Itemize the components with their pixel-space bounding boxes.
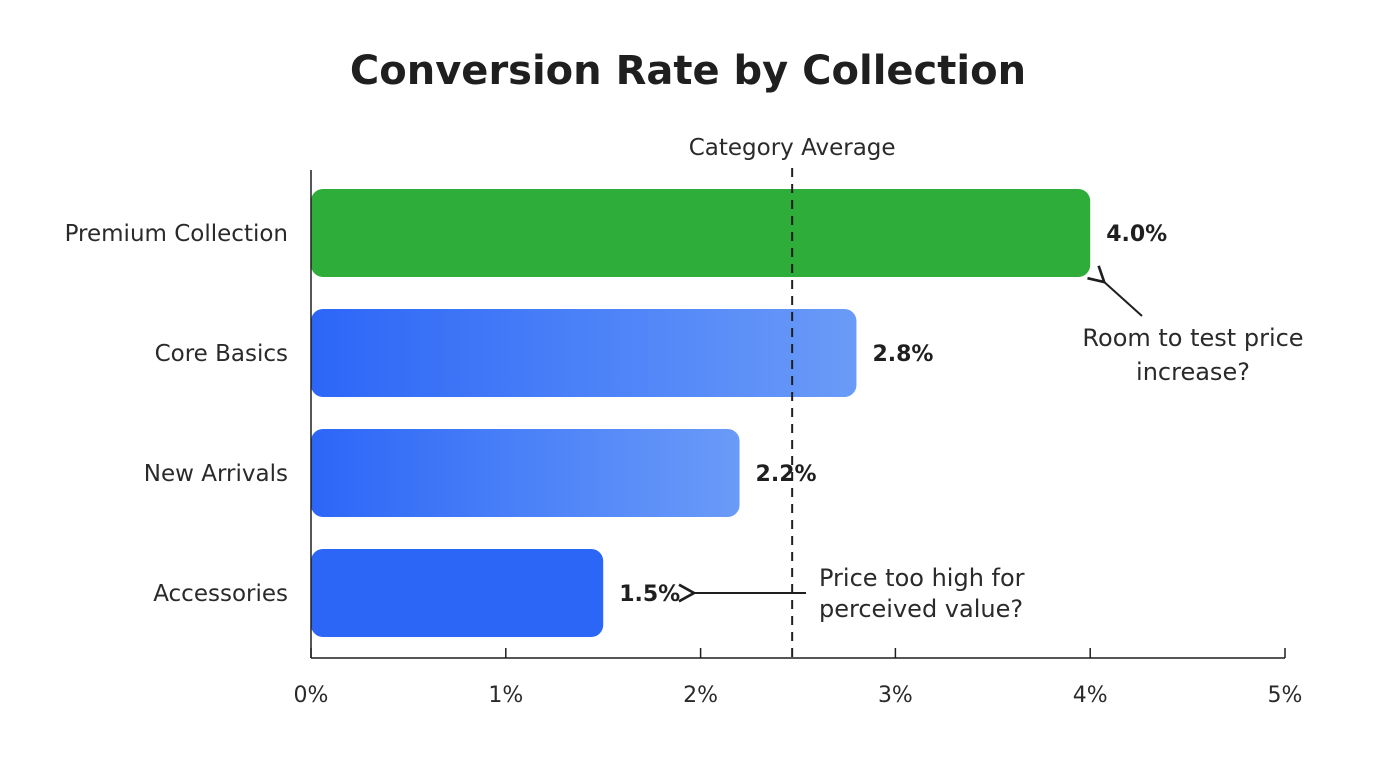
bar-core-basics [311, 309, 857, 397]
bar-premium-collection [311, 189, 1091, 277]
x-tick-label: 3% [878, 683, 913, 708]
bar-accessories [311, 549, 604, 637]
value-label: 1.5% [619, 582, 680, 607]
category-average-reference: Category Average [689, 135, 896, 658]
x-tick-label: 5% [1268, 683, 1303, 708]
value-label: 2.2% [756, 462, 817, 487]
annotations: Room to test price increase? Price too hig… [678, 265, 1304, 623]
annotation-text: increase? [1136, 358, 1250, 386]
chart-title: Conversion Rate by Collection [349, 48, 1027, 94]
bar-new-arrivals [311, 429, 740, 517]
category-label: Premium Collection [65, 221, 288, 247]
value-label: 4.0% [1106, 222, 1167, 247]
bars: Premium Collection 4.0% Core Basics 2.8% New… [65, 189, 1167, 637]
x-tick-label: 4% [1073, 683, 1108, 708]
x-axis: 0% 1% 2% 3% 4% 5% [294, 170, 1303, 708]
x-tick-label: 0% [294, 683, 329, 708]
annotation-arrow [1087, 265, 1143, 317]
x-tick-label: 2% [683, 683, 718, 708]
category-label: Core Basics [155, 341, 288, 367]
annotation-text: Room to test price [1082, 324, 1303, 352]
x-tick-label: 1% [488, 683, 523, 708]
category-label: Accessories [153, 581, 288, 607]
annotation-text: Price too high for [819, 564, 1025, 592]
category-average-label: Category Average [689, 135, 896, 161]
value-label: 2.8% [872, 342, 933, 367]
category-label: New Arrivals [144, 461, 288, 487]
annotation-text: perceived value? [819, 595, 1023, 623]
